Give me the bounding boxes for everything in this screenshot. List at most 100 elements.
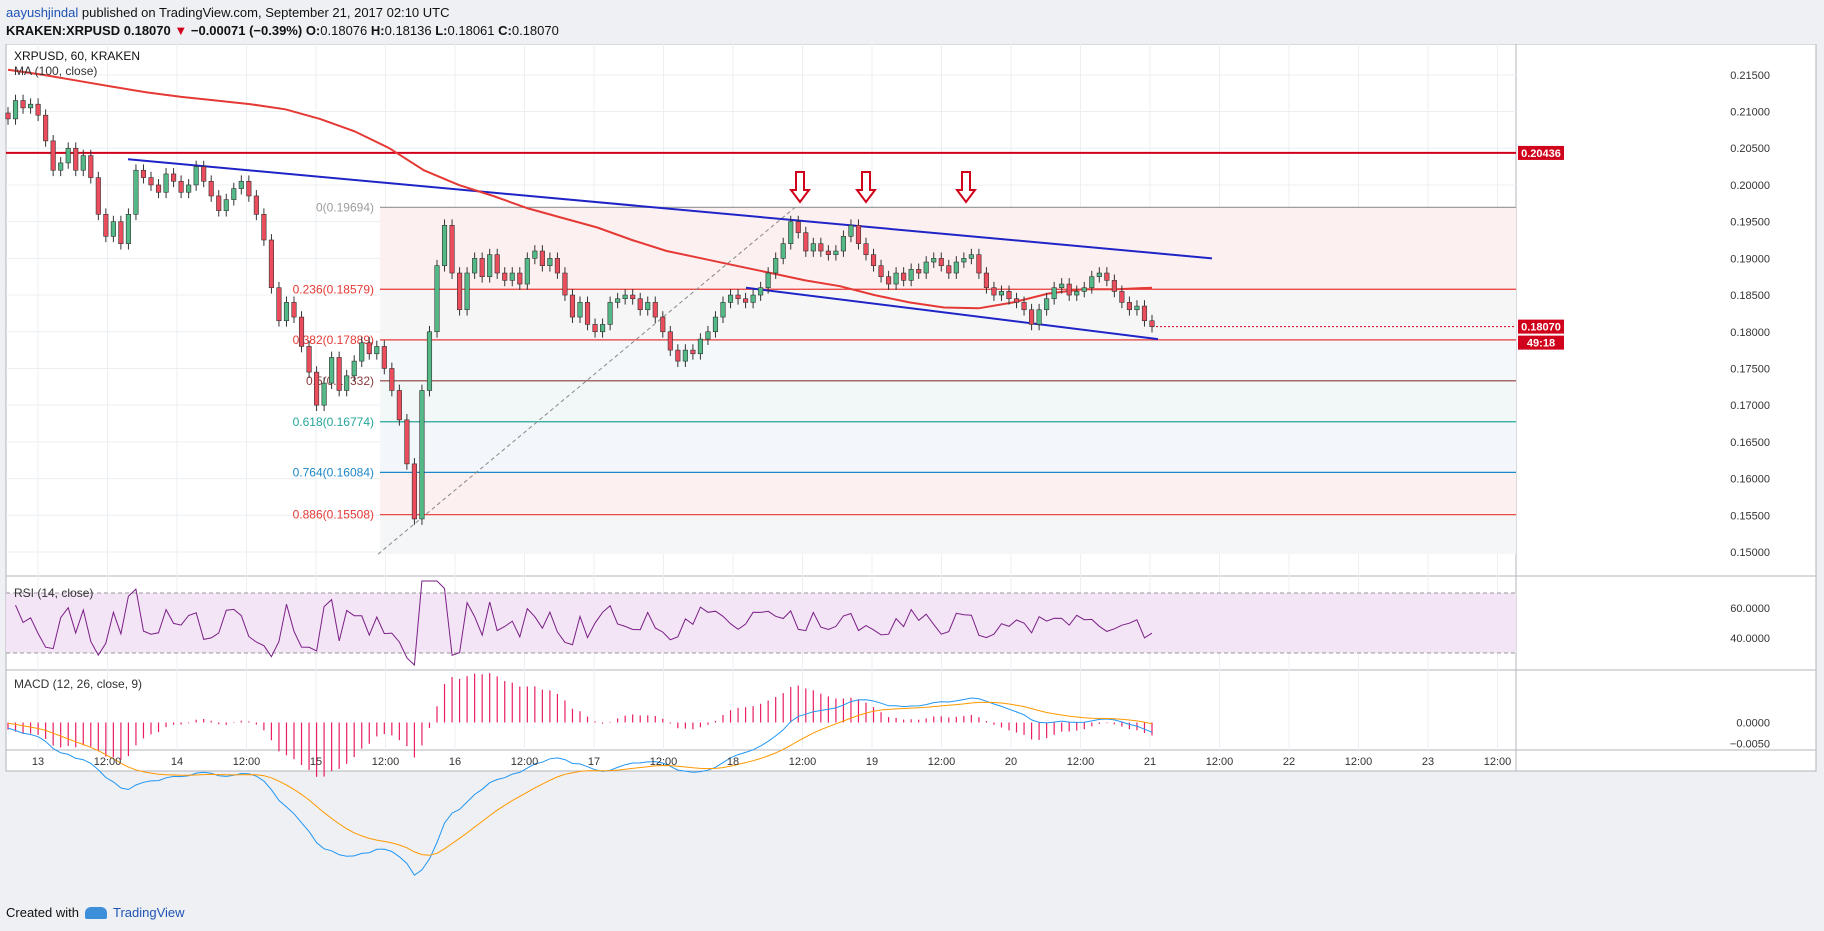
upper-trend-line [127,158,1213,260]
y-tick-label: 0.15500 [1730,510,1770,522]
publish-info: published on TradingView.com, September … [78,5,450,20]
candle-body [916,269,922,274]
y-tick-label: 0.21000 [1730,107,1770,119]
candle-body [464,272,470,311]
candle-body [276,287,282,322]
candle-body [103,214,109,237]
publish-line: aayushjindal published on TradingView.co… [6,5,450,20]
price-change: −0.00071 (−0.39%) [190,23,303,38]
candle-body [1081,287,1087,292]
candle-body [366,342,372,355]
candle-body [577,302,583,318]
candle-body [923,261,929,274]
y-tick-label: 0.20000 [1730,180,1770,192]
x-tick-label: 12:00 [511,756,539,768]
x-tick-label: 22 [1283,756,1295,768]
rsi-band [6,593,1516,653]
macd-signal-line [7,701,1153,856]
x-tick-label: 12:00 [789,756,817,768]
y-tick-label: 0.19000 [1730,253,1770,265]
x-tick-label: 12:00 [650,756,678,768]
candle-body [509,272,515,281]
candle-body [645,302,651,311]
candle-body [735,294,741,300]
y-tick-label: 0.16500 [1730,437,1770,449]
candle-body [720,302,726,318]
candle-body [592,324,598,333]
candle-body [140,169,147,178]
fib-level-label: 0.886(0.15508) [293,508,374,522]
candle-body [991,287,997,296]
candle-body [291,302,297,318]
candle-body [306,346,312,373]
candle-body [223,199,229,211]
y-tick-label: 0.19500 [1730,217,1770,229]
candle-body [840,236,846,252]
candle-body [652,302,658,318]
candle-body [28,103,34,109]
close-label: C: [498,23,512,38]
y-tick-label: 0.20500 [1730,143,1770,155]
candle-body [5,112,11,120]
candle-body [600,324,606,333]
fib-zone [380,421,1516,473]
low-value: 0.18061 [447,23,495,38]
candle-body [788,221,794,244]
candle-body [193,166,199,186]
fib-zone [380,339,1516,381]
candle-body [396,390,402,421]
last-price-tag [1518,319,1564,334]
candle-body [133,169,139,215]
candle-body [743,298,749,303]
resistance-price-tag [1518,145,1564,160]
candle-body [178,180,184,193]
candle-body [825,250,831,255]
fib-zone [380,207,1516,290]
candle-body [1149,320,1155,327]
candle-body [1119,291,1125,303]
author-link[interactable]: aayushjindal [6,5,79,20]
candle-body [1066,283,1072,296]
candle-body [765,272,771,289]
candle-body [901,272,907,281]
rsi-line [15,580,1153,667]
candle-body [404,419,410,465]
x-tick-label: 12:00 [1484,756,1512,768]
candle-body [502,272,508,281]
lower-trend-line [745,286,1159,341]
candle-body [20,100,26,109]
candle-body [374,346,380,355]
candle-body [148,177,154,186]
candle-body [946,265,952,274]
candle-body [953,261,959,274]
x-tick-label: 12:00 [372,756,400,768]
fib-zone [380,289,1516,340]
candle-body [517,272,523,285]
symbol-line: KRAKEN:XRPUSD 0.18070 ▼ −0.00071 (−0.39%… [6,23,559,38]
candle-body [208,180,214,197]
open-value: 0.18076 [320,23,368,38]
candle-body [976,254,982,274]
ma-legend: MA (100, close) [14,64,97,78]
fib-zone [380,380,1516,422]
candle-body [961,258,967,263]
candle-body [667,331,673,351]
candle-body [419,390,425,520]
fib-level-label: 0.618(0.16774) [293,415,374,429]
candle-body [389,368,395,391]
y-tick-label: 0.21500 [1730,70,1770,82]
candle-body [803,232,809,252]
candle-body [472,258,478,274]
candle-body [1141,305,1148,322]
candle-body [50,140,56,171]
candle-body [163,173,169,193]
candle-body [855,225,862,244]
tradingview-link[interactable]: TradingView [112,905,185,920]
macd-tick-label: −0.0050 [1730,739,1770,751]
candle-body [833,250,839,255]
price-chart[interactable]: 0(0.19694) 0.236(0.18579) 0.382(0.17889) 0.… [0,44,1824,904]
fib-zone [380,472,1516,515]
candle-body [1134,305,1140,311]
candle-body [261,214,267,241]
candle-body [848,225,854,237]
